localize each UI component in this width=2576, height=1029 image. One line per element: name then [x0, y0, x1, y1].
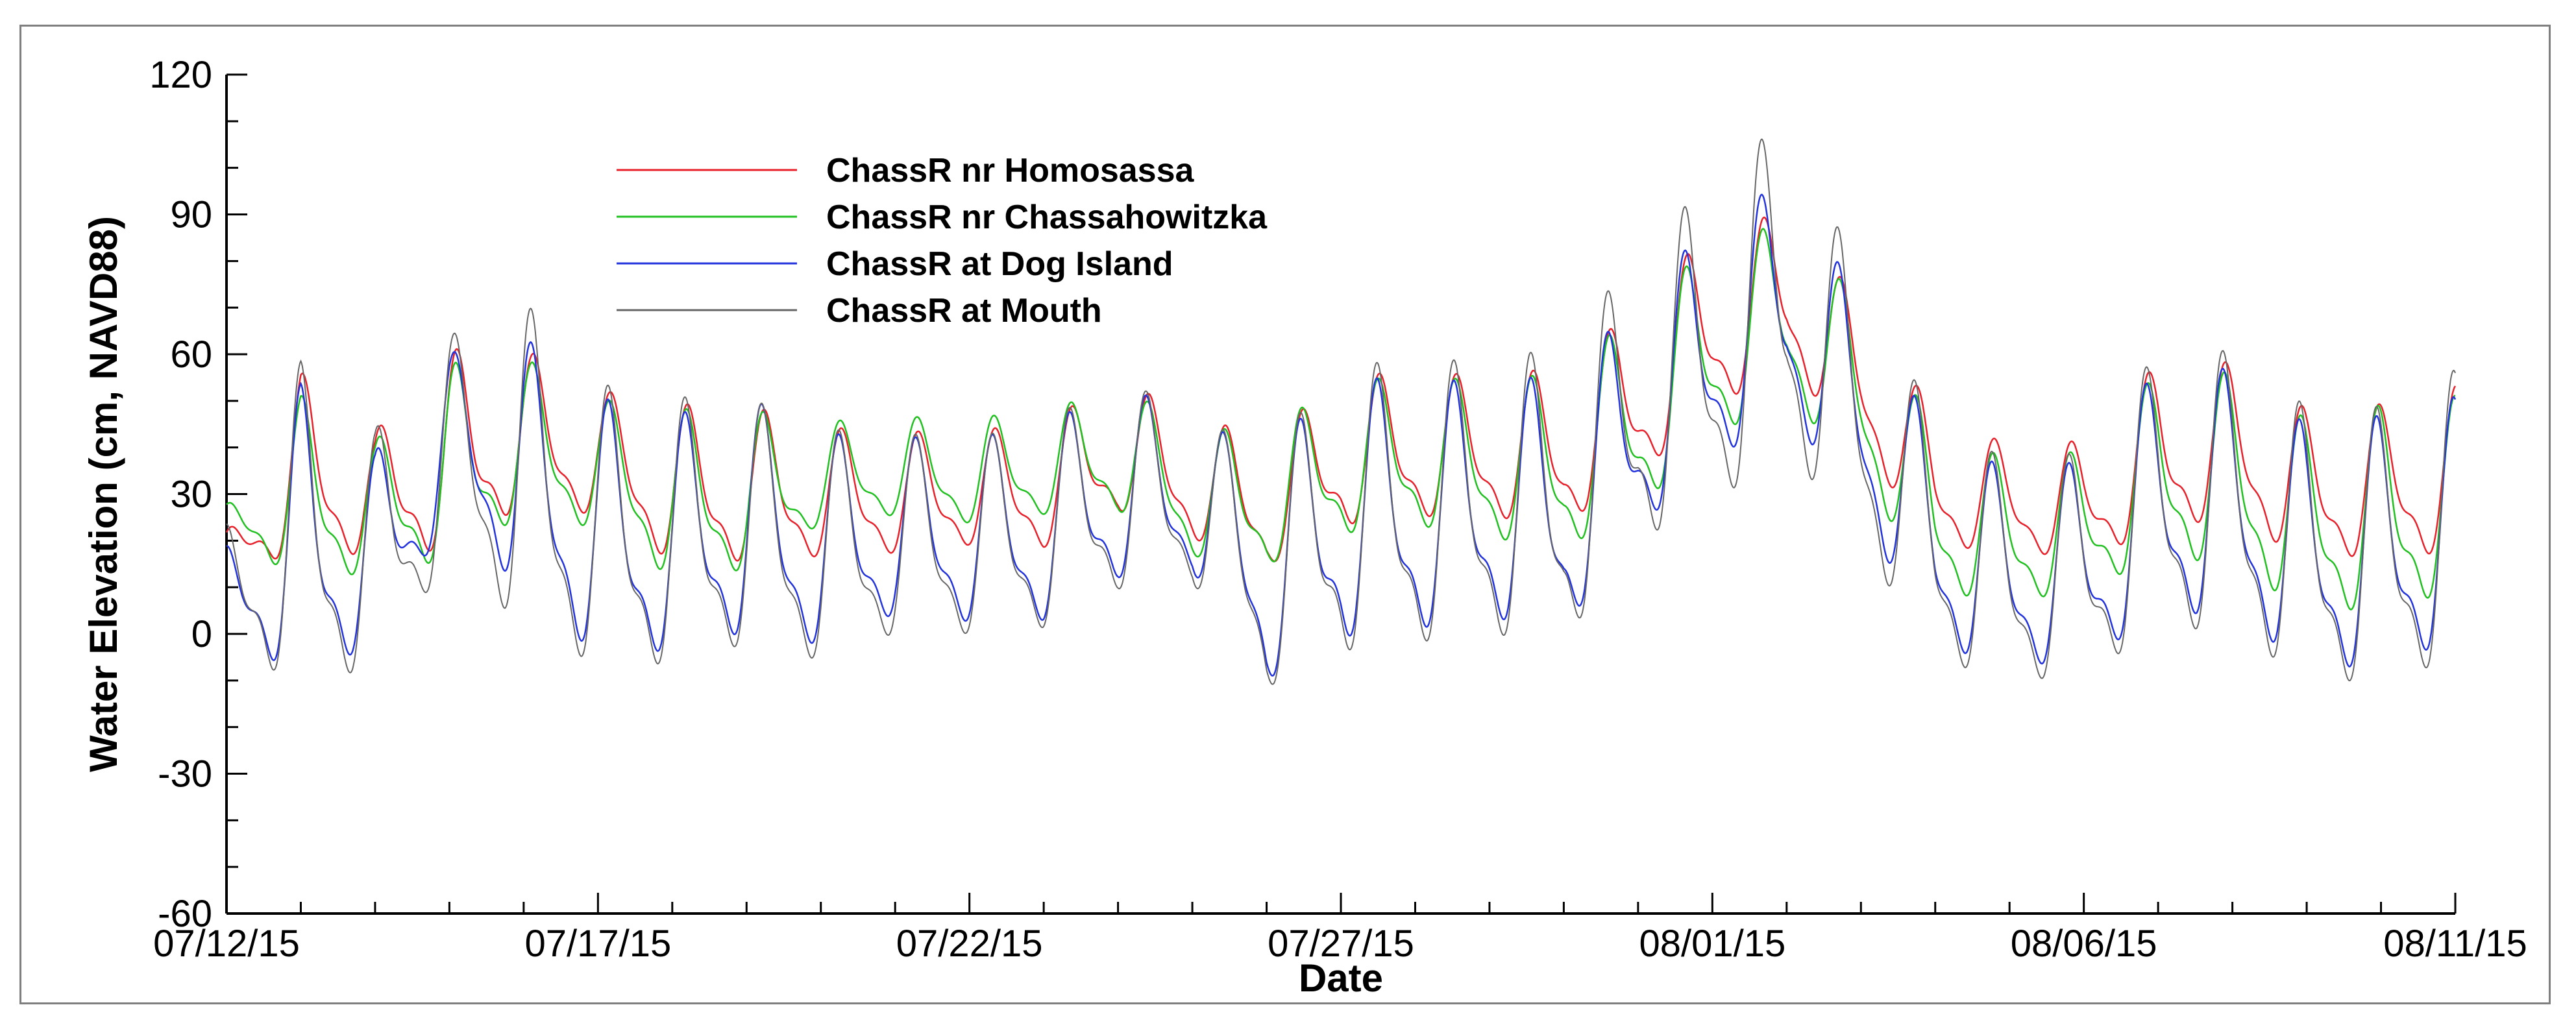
legend-label: ChassR nr Homosassa [826, 152, 1195, 189]
series-line-4 [226, 138, 2456, 685]
legend-label: ChassR at Dog Island [826, 245, 1173, 283]
x-tick-label: 08/11/15 [2383, 923, 2527, 965]
y-tick-label: -60 [158, 893, 212, 935]
x-tick-label: 07/12/15 [153, 923, 300, 965]
legend-label: ChassR at Mouth [826, 292, 1102, 330]
x-tick-label: 08/01/15 [1639, 923, 1785, 965]
y-tick-label: 0 [191, 613, 212, 655]
x-tick-label: 07/27/15 [1268, 923, 1414, 965]
y-axis-title: Water Elevation (cm, NAVD88) [82, 216, 125, 772]
legend: ChassR nr Homosassa ChassR nr Chassahowit… [617, 152, 1268, 330]
legend-label: ChassR nr Chassahowitzka [826, 199, 1268, 236]
series-line-2 [226, 228, 2456, 611]
series-line-3 [226, 193, 2457, 677]
y-tick-label: 120 [149, 54, 212, 96]
x-tick-label: 08/06/15 [2011, 923, 2157, 965]
y-tick-label: 60 [170, 333, 212, 376]
y-tick-label: -30 [158, 753, 212, 795]
x-tick-label: 07/17/15 [524, 923, 671, 965]
x-axis-title: Date [1299, 956, 1383, 1000]
y-tick-label: 30 [170, 474, 212, 516]
y-tick-label: 90 [170, 194, 212, 236]
axes: -60 -30 0 30 60 90 120 07/12/15 07/17/15 07/22/15… [149, 54, 2527, 965]
series-layer [225, 138, 2457, 685]
x-tick-label: 07/22/15 [896, 923, 1043, 965]
